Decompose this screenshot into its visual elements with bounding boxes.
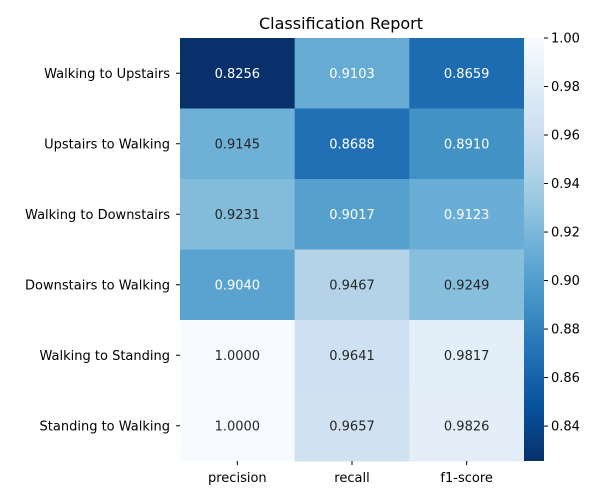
cell-value-label: 0.9103 — [329, 67, 375, 82]
cell-value-label: 0.9657 — [329, 419, 375, 434]
heatmap-cell — [294, 320, 410, 391]
column-tick-label: precision — [208, 471, 267, 486]
cell-value-label: 1.0000 — [215, 419, 261, 434]
row-tick-label: Walking to Upstairs — [44, 67, 170, 82]
heatmap-cell — [409, 179, 525, 250]
heatmap-cell — [180, 249, 296, 321]
heatmap-cell — [294, 179, 410, 250]
heatmap-cell — [180, 179, 296, 250]
cell-value-label: 0.9017 — [329, 208, 375, 223]
colorbar-tick-label: 0.92 — [551, 226, 580, 241]
heatmap-cell — [180, 38, 296, 109]
colorbar-tick-label: 0.98 — [551, 80, 580, 95]
cell-value-label: 0.9145 — [215, 137, 261, 152]
cell-value-label: 0.9231 — [215, 208, 261, 223]
cell-value-label: 0.9123 — [444, 208, 490, 223]
row-tick-label: Walking to Downstairs — [25, 208, 170, 223]
cell-value-label: 0.9641 — [329, 349, 375, 364]
heatmap-cell — [294, 108, 410, 180]
heatmap-cell — [409, 320, 525, 391]
row-tick-labels: Walking to Upstairs Upstairs to Walking Wa… — [25, 67, 180, 434]
heatmap-cell — [409, 38, 525, 109]
colorbar-tick-label: 0.86 — [551, 371, 580, 386]
cell-value-label: 0.8910 — [444, 137, 490, 152]
heatmap-cell — [180, 108, 296, 180]
cell-value-label: 0.9826 — [444, 419, 490, 434]
row-tick-label: Walking to Standing — [40, 349, 170, 364]
cell-value-label: 0.9040 — [215, 278, 261, 293]
row-tick-label: Downstairs to Walking — [25, 278, 170, 293]
column-tick-label: recall — [334, 471, 369, 486]
colorbar-tick-label: 0.90 — [551, 274, 580, 289]
cell-value-label: 0.9249 — [444, 278, 490, 293]
cell-value-label: 1.0000 — [215, 349, 261, 364]
colorbar — [524, 38, 544, 461]
colorbar-tick-label: 0.88 — [551, 323, 580, 338]
cell-value-label: 0.9817 — [444, 349, 490, 364]
row-tick-label: Upstairs to Walking — [44, 137, 170, 152]
colorbar-tick-label: 1.00 — [551, 32, 580, 47]
colorbar-tick-label: 0.94 — [551, 177, 580, 192]
heatmap-cell — [409, 390, 525, 462]
heatmap-cell — [294, 249, 410, 321]
colorbar-ticks: 0.84 0.86 0.88 0.90 0.92 0.94 0.96 0.98 1.00 — [544, 32, 580, 435]
cell-value-label: 0.9467 — [329, 278, 375, 293]
heatmap-cell — [294, 38, 410, 109]
cell-value-label: 0.8256 — [215, 67, 261, 82]
cell-value-label: 0.8659 — [444, 67, 490, 82]
chart-title: Classification Report — [259, 14, 423, 33]
heatmap-cell — [409, 249, 525, 321]
heatmap-cells: 0.8256 0.9103 0.8659 0.9145 0.8688 0.8910 0.92… — [180, 38, 525, 462]
heatmap-cell — [294, 390, 410, 462]
column-tick-labels: precision recall f1-score — [208, 461, 493, 486]
heatmap-cell — [180, 320, 296, 391]
cell-value-label: 0.8688 — [329, 137, 375, 152]
colorbar-tick-label: 0.84 — [551, 420, 580, 435]
row-tick-label: Standing to Walking — [40, 419, 170, 434]
heatmap-cell — [180, 390, 296, 462]
heatmap-cell — [409, 108, 525, 180]
column-tick-label: f1-score — [440, 471, 492, 486]
colorbar-tick-label: 0.96 — [551, 129, 580, 144]
